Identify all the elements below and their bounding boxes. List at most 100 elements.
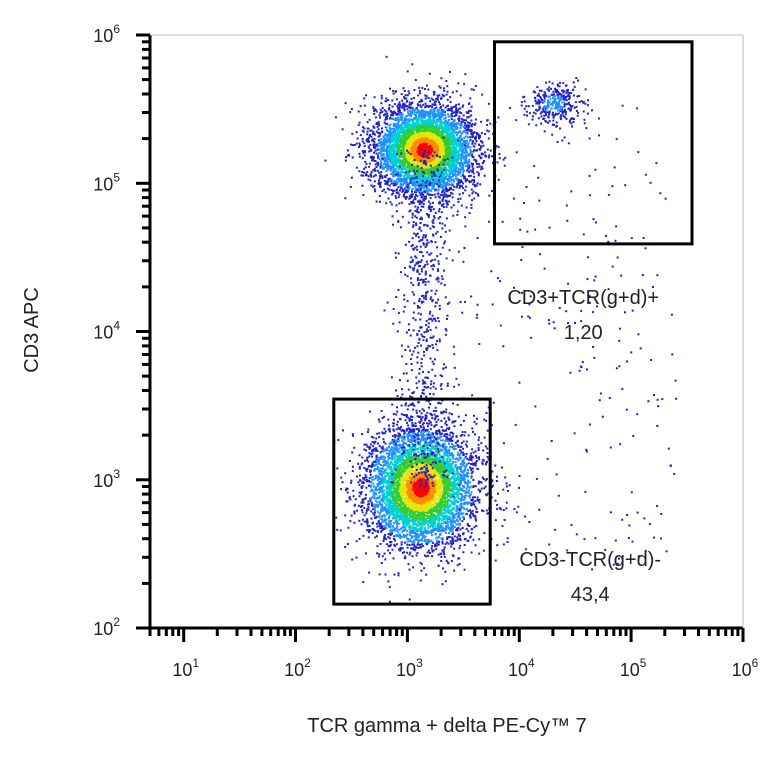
event-dot bbox=[358, 155, 361, 158]
event-dot bbox=[448, 180, 451, 183]
event-dot bbox=[462, 187, 465, 190]
event-dot bbox=[379, 175, 381, 178]
event-dot bbox=[400, 170, 403, 173]
event-dot bbox=[390, 173, 393, 176]
event-dot bbox=[412, 163, 415, 166]
event-dot bbox=[400, 93, 403, 96]
event-dot bbox=[468, 165, 471, 168]
event-dot bbox=[404, 130, 407, 133]
event-dot bbox=[413, 126, 416, 129]
event-dot bbox=[373, 112, 376, 115]
event-dot bbox=[430, 166, 433, 169]
event-dot bbox=[414, 108, 417, 111]
event-dot bbox=[391, 138, 394, 141]
event-dot bbox=[443, 193, 446, 195]
event-dot bbox=[429, 105, 432, 107]
event-dot bbox=[402, 148, 405, 150]
event-dot bbox=[443, 143, 446, 146]
event-dot bbox=[443, 191, 446, 194]
event-dot bbox=[449, 176, 452, 179]
event-dot bbox=[458, 168, 461, 171]
event-dot bbox=[405, 160, 408, 163]
event-dot bbox=[471, 136, 474, 139]
event-dot bbox=[432, 215, 435, 218]
event-dot bbox=[468, 153, 471, 156]
event-dot bbox=[405, 190, 408, 193]
event-dot bbox=[394, 140, 397, 143]
event-dot bbox=[367, 175, 370, 178]
event-dot bbox=[460, 166, 463, 169]
event-dot bbox=[438, 85, 441, 88]
event-dot bbox=[441, 194, 444, 197]
event-dot bbox=[458, 193, 461, 196]
event-dot bbox=[424, 175, 427, 178]
event-dot bbox=[446, 161, 449, 164]
event-dot bbox=[473, 181, 476, 184]
event-dot bbox=[370, 157, 373, 159]
event-dot bbox=[401, 116, 404, 119]
event-dot bbox=[442, 172, 445, 175]
event-dot bbox=[387, 168, 390, 171]
event-dot bbox=[408, 186, 411, 189]
event-dot bbox=[460, 112, 463, 115]
event-dot bbox=[373, 180, 376, 183]
event-dot bbox=[432, 142, 435, 145]
event-dot bbox=[463, 162, 466, 165]
event-dot bbox=[463, 119, 466, 122]
event-dot bbox=[467, 164, 470, 167]
event-dot bbox=[373, 151, 376, 154]
event-dot bbox=[432, 109, 435, 112]
event-dot bbox=[475, 135, 478, 138]
event-dot bbox=[447, 128, 449, 131]
event-dot bbox=[449, 115, 452, 118]
event-dot bbox=[456, 184, 459, 187]
event-dot bbox=[464, 73, 467, 76]
event-dot bbox=[431, 141, 434, 144]
event-dot bbox=[419, 129, 422, 132]
event-dot bbox=[461, 185, 464, 188]
event-dot bbox=[471, 141, 474, 144]
event-dot bbox=[476, 163, 478, 165]
event-dot bbox=[436, 121, 439, 124]
event-dot bbox=[467, 128, 470, 131]
event-dot bbox=[388, 124, 391, 127]
event-dot bbox=[396, 123, 399, 125]
event-dot bbox=[430, 120, 433, 123]
event-dot bbox=[415, 112, 418, 115]
event-dot bbox=[438, 172, 441, 175]
event-dot bbox=[451, 137, 454, 140]
event-dot bbox=[442, 160, 444, 163]
event-dot bbox=[369, 173, 372, 176]
event-dot bbox=[403, 108, 406, 111]
event-dot bbox=[398, 147, 401, 150]
event-dot bbox=[424, 94, 427, 97]
event-dot bbox=[466, 127, 469, 130]
event-dot bbox=[398, 178, 401, 181]
event-dot bbox=[455, 145, 458, 148]
event-dot bbox=[408, 203, 411, 206]
event-dot bbox=[471, 192, 474, 195]
event-dot bbox=[419, 104, 422, 107]
event-dot bbox=[390, 148, 393, 151]
event-dot bbox=[461, 155, 464, 158]
event-dot bbox=[407, 153, 409, 156]
event-dot bbox=[385, 148, 388, 150]
event-dot bbox=[460, 204, 463, 207]
event-dot bbox=[444, 163, 447, 166]
event-dot bbox=[429, 127, 432, 130]
event-dot bbox=[419, 172, 422, 175]
event-dot bbox=[449, 122, 452, 125]
event-dot bbox=[402, 87, 405, 90]
event-dot bbox=[432, 131, 435, 134]
event-dot bbox=[470, 105, 473, 108]
event-dot bbox=[373, 96, 376, 99]
event-dot bbox=[455, 128, 457, 131]
event-dot bbox=[400, 129, 403, 132]
event-dot bbox=[428, 123, 431, 126]
event-dot bbox=[415, 193, 417, 196]
event-dot bbox=[442, 113, 445, 116]
event-dot bbox=[406, 94, 409, 97]
event-dot bbox=[421, 115, 423, 118]
event-dot bbox=[407, 182, 410, 185]
event-dot bbox=[468, 109, 470, 112]
